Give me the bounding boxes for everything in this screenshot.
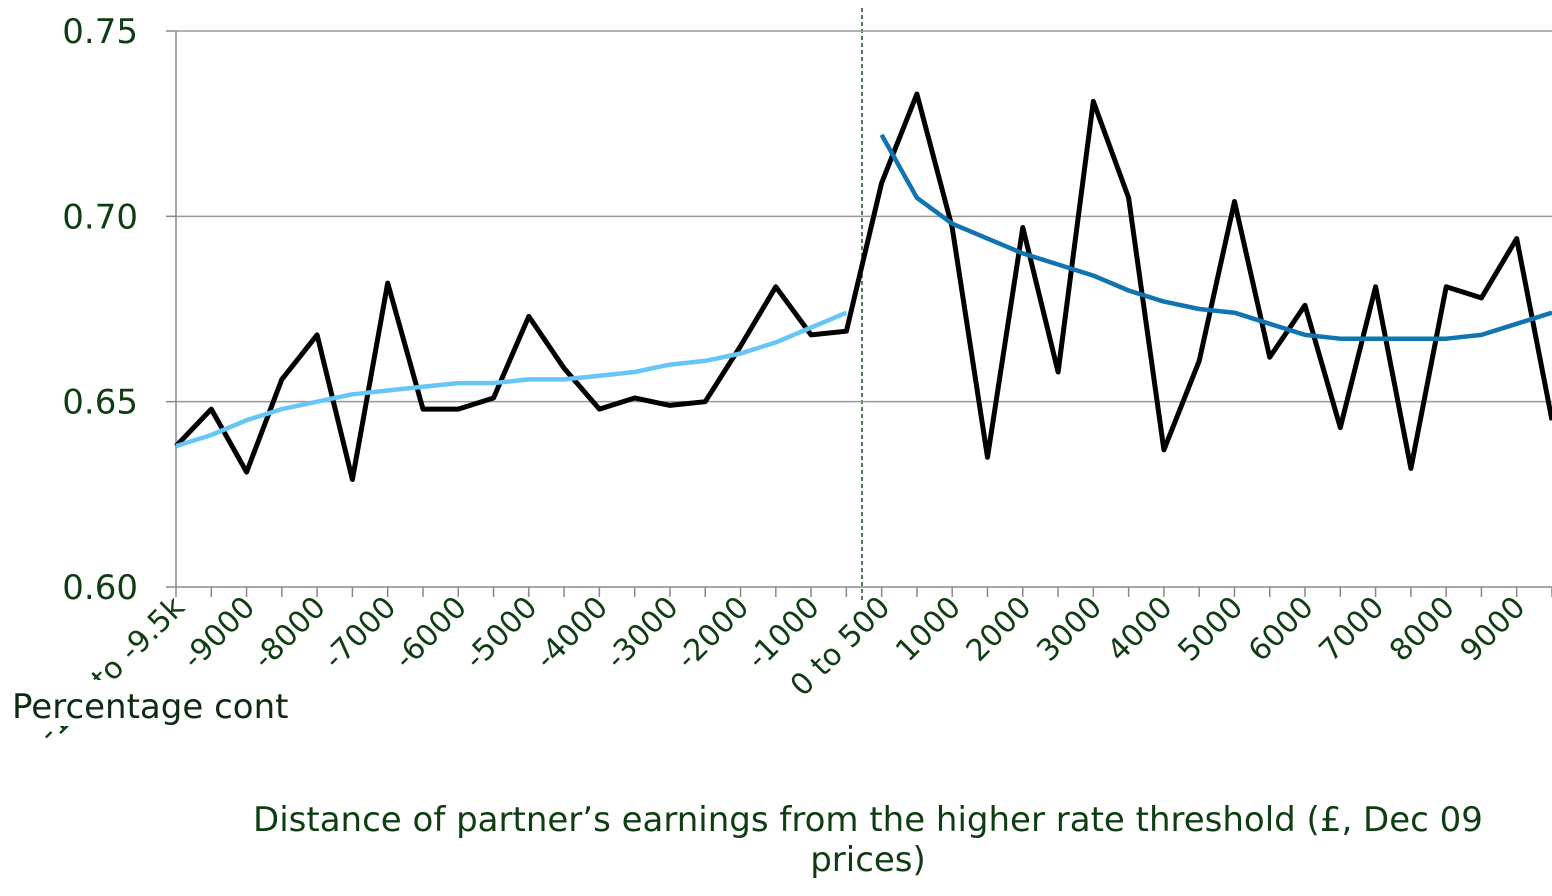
x-tick-label: -8000 xyxy=(246,590,332,676)
y-tick-label: 0.75 xyxy=(62,12,138,52)
series-line xyxy=(174,91,1552,482)
x-tick-label: 1000 xyxy=(889,590,968,669)
x-tick-label: -4000 xyxy=(529,590,615,676)
x-tick-label: 8000 xyxy=(1383,590,1462,669)
x-tick-label: -5000 xyxy=(458,590,544,676)
x-tick-label: -3000 xyxy=(599,590,685,676)
x-tick-label: -6000 xyxy=(388,590,474,676)
x-tick-label: 5000 xyxy=(1171,590,1250,669)
x-tick-label: 9000 xyxy=(1454,590,1533,669)
y-tick-label: 0.60 xyxy=(62,568,138,608)
x-tick-label: -9000 xyxy=(176,590,262,676)
x-axis-title: Distance of partner’s earnings from the … xyxy=(253,800,1483,880)
series-line xyxy=(175,310,848,449)
x-tick-label: -2000 xyxy=(670,590,756,676)
y-tick-label: 0.70 xyxy=(62,197,138,237)
x-tick-label: 7000 xyxy=(1313,590,1392,669)
x-tick-label: -7000 xyxy=(317,590,403,676)
x-tick-label: 3000 xyxy=(1030,590,1109,669)
legend-label: Percentage cont xyxy=(12,687,288,727)
y-tick-label: 0.65 xyxy=(62,383,138,423)
legend-bg xyxy=(0,680,298,726)
x-tick-label: 4000 xyxy=(1101,590,1180,669)
x-tick-label: 6000 xyxy=(1242,590,1321,669)
x-tick-label: 2000 xyxy=(960,590,1039,669)
series-line xyxy=(879,133,1552,341)
